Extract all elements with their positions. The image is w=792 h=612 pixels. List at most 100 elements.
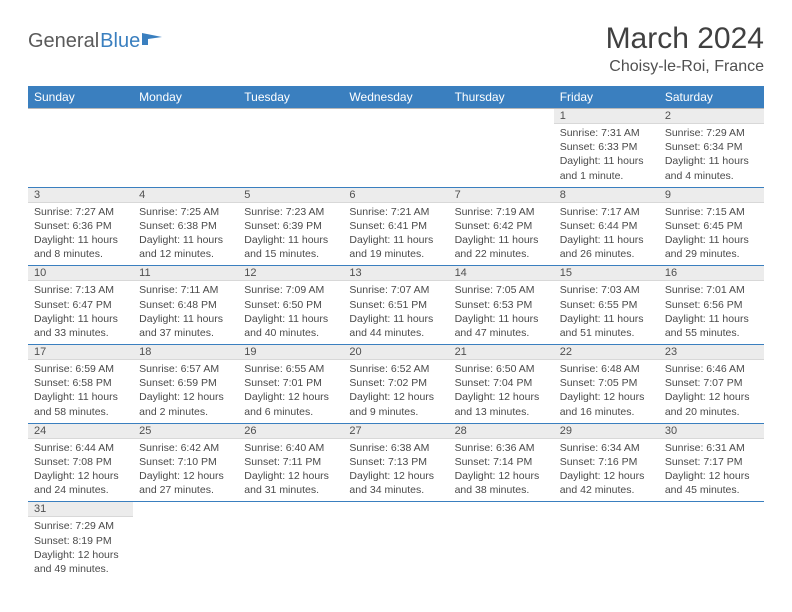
day-content: Sunrise: 6:40 AMSunset: 7:11 PMDaylight:… — [238, 439, 343, 502]
daylight-line: Daylight: 11 hours and 58 minutes. — [34, 390, 127, 418]
calendar-row: 1Sunrise: 7:31 AMSunset: 6:33 PMDaylight… — [28, 109, 764, 188]
sunset-line: Sunset: 6:58 PM — [34, 376, 127, 390]
day-number: 14 — [449, 266, 554, 281]
header: GeneralBlue March 2024 Choisy-le-Roi, Fr… — [28, 22, 764, 76]
day-number: 30 — [659, 424, 764, 439]
weekday-header: Saturday — [659, 86, 764, 109]
day-content: Sunrise: 7:11 AMSunset: 6:48 PMDaylight:… — [133, 281, 238, 344]
daylight-line: Daylight: 12 hours and 9 minutes. — [349, 390, 442, 418]
sunset-line: Sunset: 7:17 PM — [665, 455, 758, 469]
sunset-line: Sunset: 6:51 PM — [349, 298, 442, 312]
day-content: Sunrise: 6:42 AMSunset: 7:10 PMDaylight:… — [133, 439, 238, 502]
day-number: 8 — [554, 188, 659, 203]
calendar-cell-empty — [343, 109, 448, 188]
sunset-line: Sunset: 6:59 PM — [139, 376, 232, 390]
calendar-cell: 30Sunrise: 6:31 AMSunset: 7:17 PMDayligh… — [659, 423, 764, 502]
day-number: 10 — [28, 266, 133, 281]
calendar-cell: 9Sunrise: 7:15 AMSunset: 6:45 PMDaylight… — [659, 187, 764, 266]
day-number: 25 — [133, 424, 238, 439]
sunrise-line: Sunrise: 7:25 AM — [139, 205, 232, 219]
daylight-line: Daylight: 11 hours and 15 minutes. — [244, 233, 337, 261]
sunset-line: Sunset: 7:05 PM — [560, 376, 653, 390]
calendar-cell: 19Sunrise: 6:55 AMSunset: 7:01 PMDayligh… — [238, 345, 343, 424]
day-number: 1 — [554, 109, 659, 124]
weekday-header: Wednesday — [343, 86, 448, 109]
calendar-cell-empty — [659, 502, 764, 580]
daylight-line: Daylight: 11 hours and 47 minutes. — [455, 312, 548, 340]
calendar-body: 1Sunrise: 7:31 AMSunset: 6:33 PMDaylight… — [28, 109, 764, 581]
daylight-line: Daylight: 12 hours and 34 minutes. — [349, 469, 442, 497]
day-content: Sunrise: 7:29 AMSunset: 8:19 PMDaylight:… — [28, 517, 133, 580]
calendar-cell: 16Sunrise: 7:01 AMSunset: 6:56 PMDayligh… — [659, 266, 764, 345]
sunrise-line: Sunrise: 7:19 AM — [455, 205, 548, 219]
sunrise-line: Sunrise: 7:21 AM — [349, 205, 442, 219]
day-content: Sunrise: 6:34 AMSunset: 7:16 PMDaylight:… — [554, 439, 659, 502]
day-content: Sunrise: 6:50 AMSunset: 7:04 PMDaylight:… — [449, 360, 554, 423]
calendar-cell: 3Sunrise: 7:27 AMSunset: 6:36 PMDaylight… — [28, 187, 133, 266]
calendar-cell-empty — [133, 502, 238, 580]
day-content: Sunrise: 7:01 AMSunset: 6:56 PMDaylight:… — [659, 281, 764, 344]
sunrise-line: Sunrise: 7:03 AM — [560, 283, 653, 297]
calendar-cell: 21Sunrise: 6:50 AMSunset: 7:04 PMDayligh… — [449, 345, 554, 424]
calendar-cell: 2Sunrise: 7:29 AMSunset: 6:34 PMDaylight… — [659, 109, 764, 188]
day-number: 3 — [28, 188, 133, 203]
sunset-line: Sunset: 6:55 PM — [560, 298, 653, 312]
day-content: Sunrise: 6:57 AMSunset: 6:59 PMDaylight:… — [133, 360, 238, 423]
weekday-header: Tuesday — [238, 86, 343, 109]
calendar-cell: 11Sunrise: 7:11 AMSunset: 6:48 PMDayligh… — [133, 266, 238, 345]
day-content: Sunrise: 6:38 AMSunset: 7:13 PMDaylight:… — [343, 439, 448, 502]
daylight-line: Daylight: 12 hours and 27 minutes. — [139, 469, 232, 497]
weekday-header: Sunday — [28, 86, 133, 109]
daylight-line: Daylight: 12 hours and 6 minutes. — [244, 390, 337, 418]
daylight-line: Daylight: 12 hours and 2 minutes. — [139, 390, 232, 418]
logo-text-part1: General — [28, 30, 99, 53]
sunset-line: Sunset: 6:50 PM — [244, 298, 337, 312]
day-content: Sunrise: 7:29 AMSunset: 6:34 PMDaylight:… — [659, 124, 764, 187]
day-content: Sunrise: 7:19 AMSunset: 6:42 PMDaylight:… — [449, 203, 554, 266]
sunrise-line: Sunrise: 7:11 AM — [139, 283, 232, 297]
day-number: 7 — [449, 188, 554, 203]
calendar-cell: 18Sunrise: 6:57 AMSunset: 6:59 PMDayligh… — [133, 345, 238, 424]
calendar-cell: 8Sunrise: 7:17 AMSunset: 6:44 PMDaylight… — [554, 187, 659, 266]
calendar-cell: 31Sunrise: 7:29 AMSunset: 8:19 PMDayligh… — [28, 502, 133, 580]
sunrise-line: Sunrise: 6:42 AM — [139, 441, 232, 455]
month-title: March 2024 — [606, 22, 764, 56]
sunset-line: Sunset: 7:01 PM — [244, 376, 337, 390]
daylight-line: Daylight: 11 hours and 40 minutes. — [244, 312, 337, 340]
calendar-cell: 17Sunrise: 6:59 AMSunset: 6:58 PMDayligh… — [28, 345, 133, 424]
calendar-row: 3Sunrise: 7:27 AMSunset: 6:36 PMDaylight… — [28, 187, 764, 266]
day-number: 24 — [28, 424, 133, 439]
day-content: Sunrise: 6:36 AMSunset: 7:14 PMDaylight:… — [449, 439, 554, 502]
daylight-line: Daylight: 11 hours and 29 minutes. — [665, 233, 758, 261]
sunrise-line: Sunrise: 6:48 AM — [560, 362, 653, 376]
sunset-line: Sunset: 6:45 PM — [665, 219, 758, 233]
day-content: Sunrise: 6:31 AMSunset: 7:17 PMDaylight:… — [659, 439, 764, 502]
sunset-line: Sunset: 7:14 PM — [455, 455, 548, 469]
sunrise-line: Sunrise: 7:07 AM — [349, 283, 442, 297]
day-number: 21 — [449, 345, 554, 360]
day-number: 22 — [554, 345, 659, 360]
weekday-header: Thursday — [449, 86, 554, 109]
calendar-cell: 25Sunrise: 6:42 AMSunset: 7:10 PMDayligh… — [133, 423, 238, 502]
sunrise-line: Sunrise: 6:50 AM — [455, 362, 548, 376]
calendar-row: 17Sunrise: 6:59 AMSunset: 6:58 PMDayligh… — [28, 345, 764, 424]
logo-flag-icon — [142, 31, 164, 47]
day-number: 27 — [343, 424, 448, 439]
sunrise-line: Sunrise: 6:44 AM — [34, 441, 127, 455]
sunset-line: Sunset: 6:42 PM — [455, 219, 548, 233]
sunset-line: Sunset: 7:07 PM — [665, 376, 758, 390]
calendar-cell: 1Sunrise: 7:31 AMSunset: 6:33 PMDaylight… — [554, 109, 659, 188]
sunrise-line: Sunrise: 7:27 AM — [34, 205, 127, 219]
day-number: 29 — [554, 424, 659, 439]
sunset-line: Sunset: 6:48 PM — [139, 298, 232, 312]
calendar-cell: 26Sunrise: 6:40 AMSunset: 7:11 PMDayligh… — [238, 423, 343, 502]
sunrise-line: Sunrise: 6:38 AM — [349, 441, 442, 455]
day-content: Sunrise: 7:07 AMSunset: 6:51 PMDaylight:… — [343, 281, 448, 344]
daylight-line: Daylight: 11 hours and 4 minutes. — [665, 154, 758, 182]
sunrise-line: Sunrise: 6:40 AM — [244, 441, 337, 455]
daylight-line: Daylight: 11 hours and 12 minutes. — [139, 233, 232, 261]
sunset-line: Sunset: 7:04 PM — [455, 376, 548, 390]
sunset-line: Sunset: 6:38 PM — [139, 219, 232, 233]
sunset-line: Sunset: 7:13 PM — [349, 455, 442, 469]
daylight-line: Daylight: 12 hours and 16 minutes. — [560, 390, 653, 418]
